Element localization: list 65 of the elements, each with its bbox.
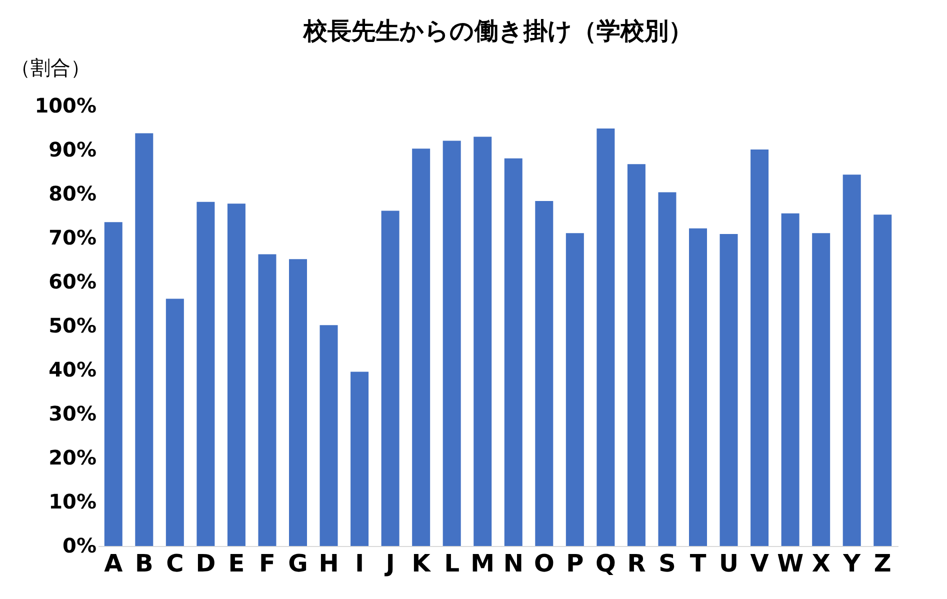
y-axis-title: （割合） bbox=[10, 56, 90, 80]
x-tick-label: O bbox=[534, 550, 554, 578]
bar bbox=[381, 210, 400, 546]
bar bbox=[750, 150, 769, 546]
x-tick-label: T bbox=[690, 550, 707, 578]
y-tick-label: 100% bbox=[34, 94, 96, 118]
y-tick-label: 40% bbox=[48, 358, 96, 382]
x-tick-label: L bbox=[444, 550, 460, 578]
y-tick-label: 60% bbox=[48, 270, 96, 294]
x-tick-label: R bbox=[627, 550, 646, 578]
bar bbox=[781, 213, 800, 546]
bar bbox=[874, 214, 892, 546]
bar bbox=[812, 233, 830, 546]
x-tick-label: P bbox=[566, 550, 584, 578]
x-tick-label: S bbox=[658, 550, 676, 578]
chart-title: 校長先生からの働き掛け（学校別） bbox=[302, 17, 692, 45]
bar bbox=[258, 254, 276, 546]
bar bbox=[474, 136, 492, 546]
x-tick-label: W bbox=[777, 550, 804, 578]
bar bbox=[196, 202, 215, 546]
bar bbox=[135, 133, 154, 546]
y-tick-label: 30% bbox=[48, 402, 96, 426]
bar bbox=[289, 259, 307, 546]
x-tick-label: D bbox=[196, 550, 216, 578]
bar bbox=[412, 148, 430, 546]
y-tick-label: 20% bbox=[48, 446, 96, 470]
bar bbox=[658, 192, 676, 546]
x-tick-label: G bbox=[288, 550, 308, 578]
bar bbox=[842, 174, 861, 546]
y-tick-label: 90% bbox=[48, 138, 96, 162]
bar bbox=[442, 140, 461, 546]
bar bbox=[227, 204, 246, 546]
x-tick-label: C bbox=[166, 550, 184, 578]
x-tick-label: A bbox=[104, 550, 124, 578]
bar bbox=[166, 298, 184, 546]
bar bbox=[504, 158, 522, 546]
x-tick-label: N bbox=[503, 550, 524, 578]
y-tick-label: 0% bbox=[62, 534, 96, 558]
bar bbox=[689, 228, 707, 546]
bar bbox=[627, 164, 646, 546]
x-tick-label: Q bbox=[595, 550, 616, 578]
x-tick-label: Z bbox=[874, 550, 892, 578]
bar bbox=[350, 372, 369, 546]
x-tick-label: B bbox=[135, 550, 154, 578]
x-tick-label: F bbox=[259, 550, 276, 578]
x-tick-label: V bbox=[750, 550, 770, 578]
bar bbox=[320, 325, 338, 546]
y-tick-label: 50% bbox=[48, 314, 96, 338]
x-tick-label: Y bbox=[842, 550, 862, 578]
x-tick-label: E bbox=[228, 550, 245, 578]
bar bbox=[104, 222, 122, 546]
bar bbox=[566, 233, 584, 546]
bar bbox=[535, 201, 554, 546]
x-tick-label: X bbox=[812, 550, 831, 578]
bar bbox=[720, 234, 738, 546]
y-tick-label: 10% bbox=[48, 490, 96, 514]
x-tick-label: U bbox=[719, 550, 739, 578]
x-tick-label: I bbox=[355, 550, 364, 578]
y-tick-label: 80% bbox=[48, 182, 96, 206]
x-tick-label: H bbox=[318, 550, 339, 578]
x-tick-label: K bbox=[412, 550, 432, 578]
x-tick-label: M bbox=[470, 550, 495, 578]
y-tick-label: 70% bbox=[48, 226, 96, 250]
bar bbox=[596, 128, 615, 546]
x-tick-label: J bbox=[384, 550, 395, 578]
